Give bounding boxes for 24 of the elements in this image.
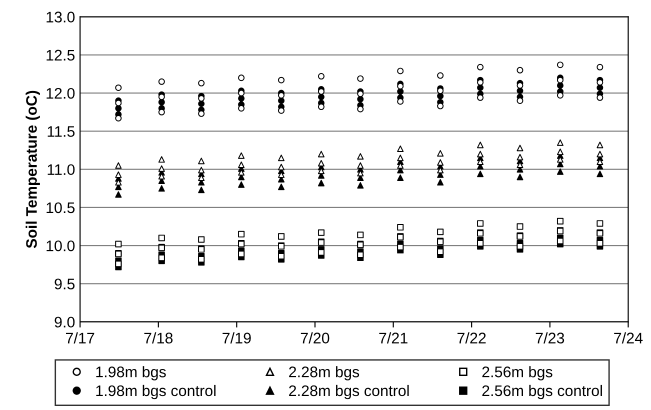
x-tick-label: 7/20 bbox=[300, 332, 330, 344]
y-tick-label: 13.0 bbox=[46, 12, 75, 22]
y-tick-label: 10.0 bbox=[46, 240, 75, 252]
x-tick-label: 7/19 bbox=[222, 332, 251, 344]
legend-label: 1.98m bgs bbox=[96, 366, 166, 380]
y-tick-label: 12.5 bbox=[46, 50, 75, 61]
y-tick-label: 11.0 bbox=[48, 164, 75, 176]
x-tick-label: 7/18 bbox=[144, 332, 173, 344]
x-tick-label: 7/17 bbox=[66, 332, 94, 344]
x-tick-label: 7/24 bbox=[614, 332, 643, 344]
legend-label: 1.98m bgs control bbox=[96, 384, 216, 400]
x-tick-label: 7/23 bbox=[536, 332, 564, 344]
x-tick-label: 7/21 bbox=[379, 332, 408, 344]
y-tick-label: 11.5 bbox=[48, 126, 75, 137]
y-tick-label: 9.5 bbox=[54, 278, 75, 290]
legend-label: 2.28m bgs bbox=[289, 366, 360, 380]
legend-label: 2.28m bgs control bbox=[289, 384, 409, 400]
y-tick-label: 10.5 bbox=[46, 202, 75, 214]
y-axis-title: Soil Temperature (oC) bbox=[26, 90, 40, 248]
legend-label: 2.56m bgs control bbox=[482, 384, 602, 400]
legend-label: 2.56m bgs bbox=[482, 366, 552, 380]
y-tick-label: 9.0 bbox=[54, 316, 75, 328]
y-tick-label: 12.0 bbox=[46, 88, 75, 99]
x-tick-label: 7/22 bbox=[458, 332, 486, 344]
